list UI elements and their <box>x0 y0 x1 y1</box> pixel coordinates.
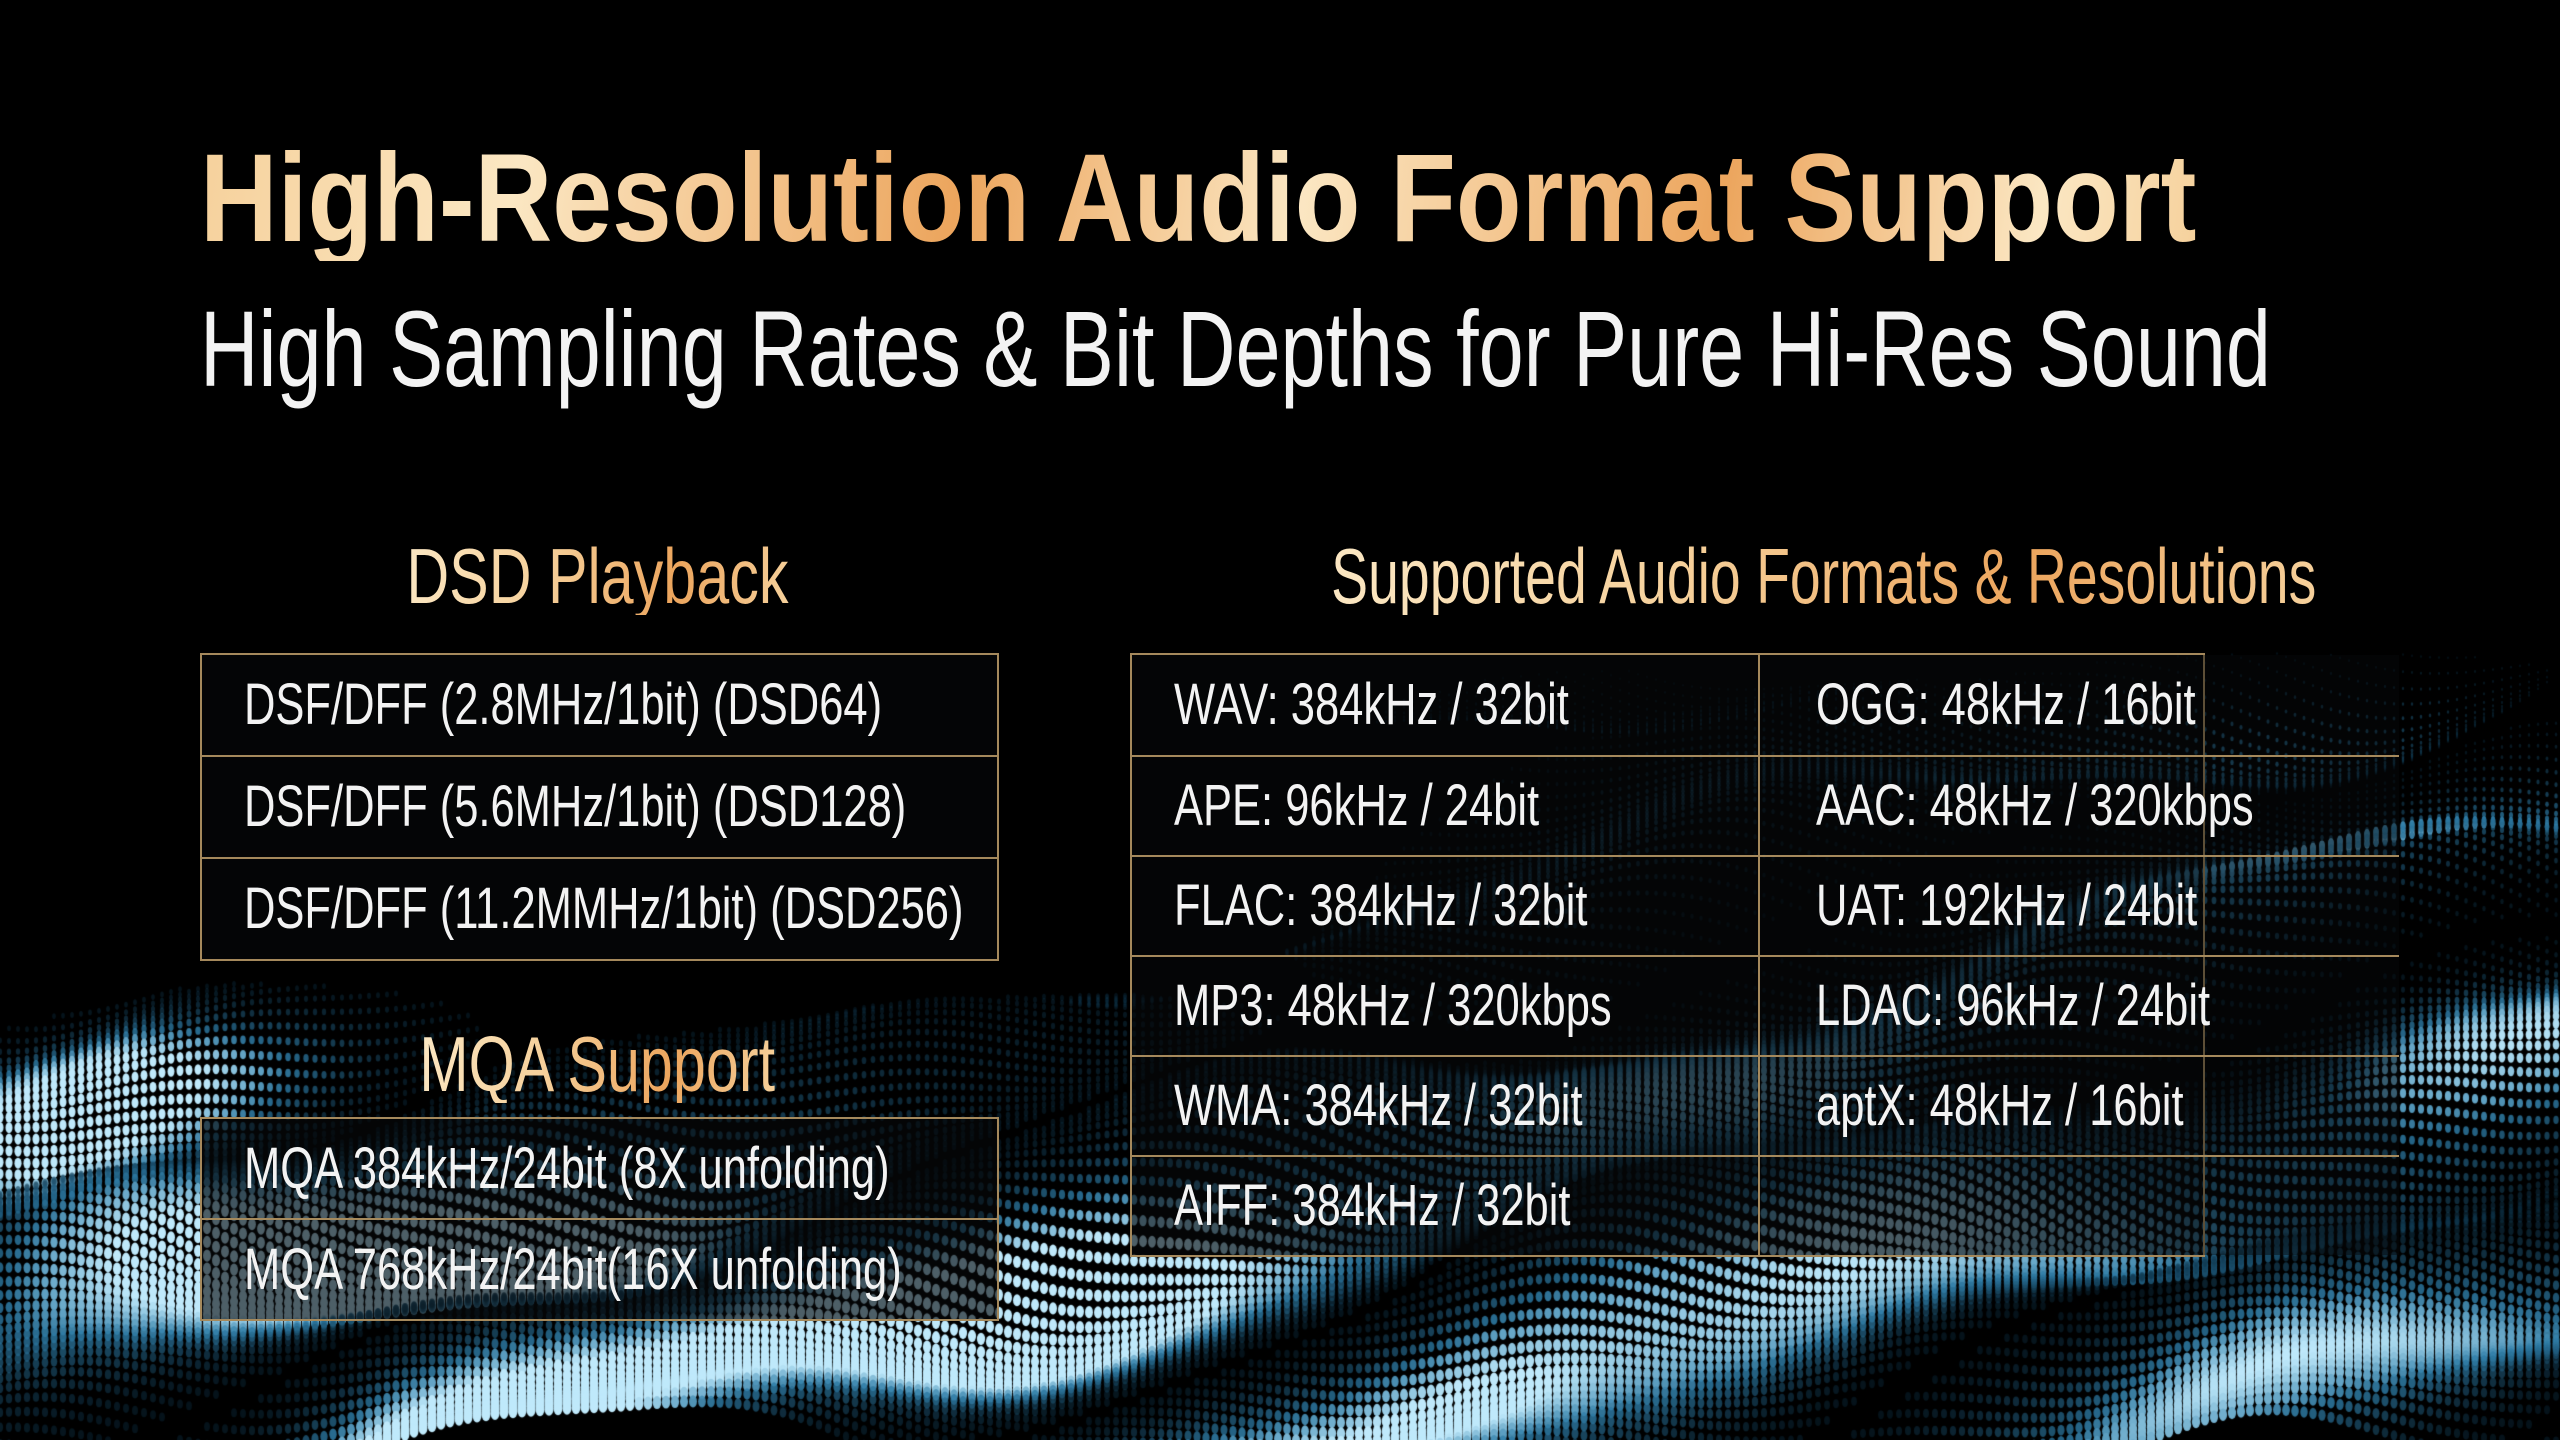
mqa-row-2-text: MQA 768kHz/24bit(16X unfolding) <box>244 1236 902 1302</box>
format-cell-ldac: LDAC: 96kHz / 24bit <box>1757 955 2400 1055</box>
mqa-row-1-text: MQA 384kHz/24bit (8X unfolding) <box>244 1135 890 1201</box>
format-cell-aptx: aptX: 48kHz / 16bit <box>1757 1055 2400 1155</box>
dsd-row-1-text: DSF/DFF (2.8MHz/1bit) (DSD64) <box>244 672 883 737</box>
formats-heading: Supported Audio Formats & Resolutions <box>1130 537 2316 615</box>
format-cell-mp3: MP3: 48kHz / 320kbps <box>1132 955 1758 1055</box>
dsd-row-3: DSF/DFF (11.2MMHz/1bit) (DSD256) <box>202 857 997 959</box>
format-cell-aac-text: AAC: 48kHz / 320kbps <box>1815 773 2254 838</box>
format-cell-wma-text: WMA: 384kHz / 32bit <box>1174 1073 1583 1138</box>
dsd-row-2-text: DSF/DFF (5.6MHz/1bit) (DSD128) <box>244 774 907 839</box>
format-cell-ldac-text: LDAC: 96kHz / 24bit <box>1815 973 2210 1038</box>
format-cell-empty <box>1757 1155 2400 1255</box>
page-title: High-Resolution Audio Format Support <box>200 129 2197 268</box>
dsd-row-3-text: DSF/DFF (11.2MMHz/1bit) (DSD256) <box>244 876 964 941</box>
format-cell-flac-text: FLAC: 384kHz / 32bit <box>1174 873 1588 938</box>
format-cell-aac: AAC: 48kHz / 320kbps <box>1757 755 2400 855</box>
format-cell-wav-text: WAV: 384kHz / 32bit <box>1174 672 1569 737</box>
mqa-row-1: MQA 384kHz/24bit (8X unfolding) <box>202 1119 997 1218</box>
format-cell-uat-text: UAT: 192kHz / 24bit <box>1815 873 2197 938</box>
format-cell-wav: WAV: 384kHz / 32bit <box>1132 655 1758 755</box>
format-cell-ape-text: APE: 96kHz / 24bit <box>1174 773 1540 838</box>
format-cell-ape: APE: 96kHz / 24bit <box>1132 755 1758 855</box>
dsd-row-1: DSF/DFF (2.8MHz/1bit) (DSD64) <box>202 655 997 755</box>
format-cell-aiff-text: AIFF: 384kHz / 32bit <box>1174 1173 1571 1238</box>
dsd-playback-heading-text: DSD Playback <box>406 532 789 620</box>
dsd-playback-heading: DSD Playback <box>200 537 995 615</box>
format-cell-aiff: AIFF: 384kHz / 32bit <box>1132 1155 1758 1255</box>
format-cell-aptx-text: aptX: 48kHz / 16bit <box>1815 1073 2184 1138</box>
mqa-support-heading-text: MQA Support <box>419 1020 776 1108</box>
format-cell-wma: WMA: 384kHz / 32bit <box>1132 1055 1758 1155</box>
formats-heading-text: Supported Audio Formats & Resolutions <box>1331 532 2317 620</box>
format-cell-uat: UAT: 192kHz / 24bit <box>1757 855 2400 955</box>
format-cell-mp3-text: MP3: 48kHz / 320kbps <box>1174 973 1612 1038</box>
formats-table: WAV: 384kHz / 32bit OGG: 48kHz / 16bit A… <box>1130 653 2400 1257</box>
dsd-playback-table: DSF/DFF (2.8MHz/1bit) (DSD64) DSF/DFF (5… <box>200 653 999 961</box>
mqa-row-2: MQA 768kHz/24bit(16X unfolding) <box>202 1218 997 1319</box>
page-subtitle: High Sampling Rates & Bit Depths for Pur… <box>200 288 2271 409</box>
format-cell-ogg-text: OGG: 48kHz / 16bit <box>1815 672 2196 737</box>
format-cell-flac: FLAC: 384kHz / 32bit <box>1132 855 1758 955</box>
dsd-row-2: DSF/DFF (5.6MHz/1bit) (DSD128) <box>202 755 997 857</box>
mqa-support-table: MQA 384kHz/24bit (8X unfolding) MQA 768k… <box>200 1117 999 1321</box>
mqa-support-heading: MQA Support <box>200 1025 995 1103</box>
format-cell-ogg: OGG: 48kHz / 16bit <box>1757 655 2400 755</box>
